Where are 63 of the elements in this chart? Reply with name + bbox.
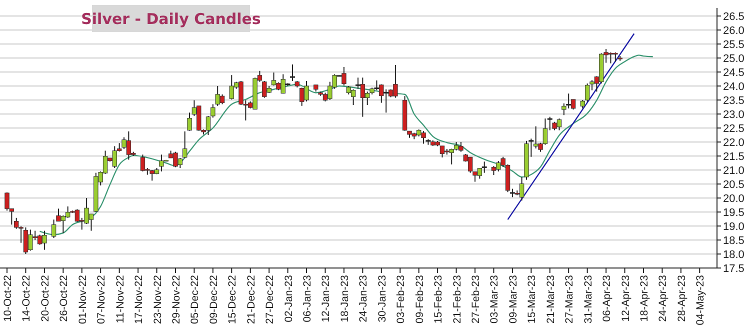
x-tick-label: 15-Mar-23 — [526, 274, 538, 324]
x-tick-label: 03-Mar-23 — [488, 274, 501, 324]
y-tick-label: 17.5 — [723, 262, 744, 275]
x-tick-label: 09-Mar-23 — [507, 274, 520, 324]
y-tick-label: 18.0 — [723, 248, 744, 261]
x-tick-label: 27-Dec-22 — [264, 274, 276, 324]
x-tick-label: 12-Jan-23 — [320, 274, 332, 322]
x-tick-label: 05-Dec-22 — [189, 274, 202, 324]
x-tick-label: 20-Oct-22 — [39, 274, 52, 322]
x-tick-label: 18-Jan-23 — [338, 274, 351, 322]
x-tick-label: 31-Mar-23 — [582, 274, 594, 324]
x-tick-label: 06-Apr-23 — [601, 274, 614, 322]
y-tick-label: 23.0 — [723, 108, 744, 121]
y-tick-label: 20.5 — [723, 178, 744, 191]
x-tick-label: 03-Feb-23 — [395, 274, 408, 324]
x-tick-label: 27-Mar-23 — [564, 274, 576, 324]
x-tick-label: 15-Feb-23 — [432, 274, 445, 324]
candlestick — [182, 130, 188, 159]
y-tick-label: 22.5 — [723, 122, 744, 135]
y-tick-label: 22.0 — [723, 136, 744, 149]
y-tick-label: 24.0 — [723, 80, 744, 93]
candlestick — [187, 112, 192, 132]
x-tick-label: 07-Nov-22 — [96, 274, 108, 324]
candlestick — [271, 72, 276, 86]
x-tick-label: 09-Feb-23 — [414, 274, 426, 324]
x-tick-label: 24-Jan-23 — [358, 274, 370, 322]
y-tick-label: 18.5 — [723, 234, 744, 247]
y-tick-label: 19.5 — [723, 206, 744, 219]
y-tick-label: 26.5 — [723, 10, 744, 23]
x-tick-label: 04-May-23 — [694, 274, 707, 326]
x-tick-label: 01-Nov-22 — [76, 274, 89, 324]
x-tick-label: 21-Dec-22 — [245, 274, 258, 324]
line-series — [39, 54, 654, 236]
x-tick-label: 24-Apr-23 — [657, 274, 670, 322]
y-tick-label: 26.0 — [723, 24, 744, 37]
x-tick-label: 06-Jan-23 — [302, 274, 314, 322]
y-tick-label: 24.5 — [723, 66, 744, 79]
chart-title: Silver - Daily Candles — [81, 10, 261, 28]
y-tick-label: 25.0 — [723, 52, 744, 65]
x-tick-label: 21-Mar-23 — [544, 274, 557, 324]
candlestick — [440, 145, 445, 158]
x-tick-label: 27-Feb-23 — [470, 274, 482, 324]
x-tick-label: 30-Jan-23 — [376, 274, 388, 322]
x-tick-label: 10-Oct-22 — [2, 274, 14, 322]
x-tick-label: 15-Dec-22 — [226, 274, 239, 324]
x-tick-label: 11-Nov-22 — [114, 274, 126, 324]
y-tick-label: 21.0 — [723, 164, 744, 177]
x-tick-label: 02-Jan-23 — [282, 274, 295, 322]
x-tick-label: 17-Nov-22 — [133, 274, 146, 324]
y-tick-label: 19.0 — [723, 220, 744, 233]
x-tick-label: 28-Apr-23 — [676, 274, 688, 322]
x-tick-label: 18-Apr-23 — [638, 274, 650, 322]
y-tick-label: 25.5 — [723, 38, 744, 51]
y-tick-label: 23.5 — [723, 94, 744, 107]
x-tick-label: 09-Dec-22 — [208, 274, 220, 324]
x-tick-label: 23-Nov-22 — [152, 274, 164, 324]
x-tick-label: 29-Nov-22 — [170, 274, 182, 324]
x-tick-label: 21-Feb-23 — [451, 274, 464, 324]
x-tick-label: 14-Oct-22 — [20, 274, 33, 322]
y-tick-label: 21.5 — [723, 150, 744, 163]
x-tick-label: 26-Oct-22 — [58, 274, 70, 322]
x-tick-label: 12-Apr-23 — [620, 274, 632, 322]
y-tick-label: 20.0 — [723, 192, 744, 205]
